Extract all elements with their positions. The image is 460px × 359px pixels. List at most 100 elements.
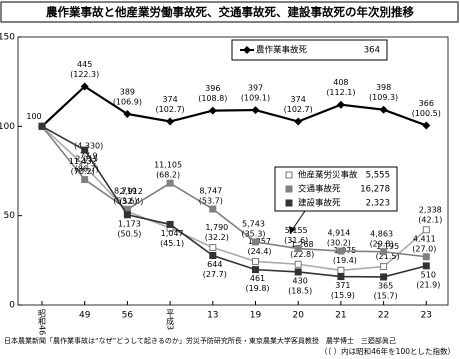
point	[422, 226, 430, 234]
legend-arrow	[291, 210, 306, 231]
y-tick-label: 100	[0, 122, 15, 132]
value-label: (52.4)	[119, 197, 143, 206]
value-label: (30.2)	[327, 239, 351, 248]
count-label: 2,912	[120, 187, 143, 196]
value-label: (53.6)	[113, 197, 137, 206]
legend-marker	[285, 199, 293, 207]
point	[81, 162, 89, 170]
value-label: (70.2)	[71, 167, 95, 176]
point	[294, 268, 302, 276]
x-tick-label: 56	[122, 311, 134, 321]
series-line	[41, 125, 427, 278]
x-tick-label: 19	[250, 311, 262, 321]
value-label: (50.5)	[117, 229, 141, 238]
count-label: 430	[293, 276, 308, 285]
value-label: (109.3)	[369, 93, 398, 102]
count-label: 445	[77, 60, 92, 69]
point	[81, 176, 89, 184]
count-label: 4,863	[370, 229, 393, 238]
series-line	[41, 85, 427, 128]
series-line	[41, 125, 427, 272]
legend-value: 16,278	[360, 185, 390, 195]
value-label: (68.2)	[156, 171, 180, 180]
value-label: (27.7)	[203, 270, 227, 279]
legend-marker	[285, 171, 293, 179]
point	[123, 110, 132, 119]
point	[337, 273, 345, 281]
legend-label: 建設事故死	[298, 198, 341, 209]
chart-title: 農作業事故と他産業労働事故死、交通事故死、建設事故死の年次別推移	[46, 5, 414, 19]
count-label: 461	[250, 274, 265, 283]
count-label: 4,914	[327, 229, 350, 238]
value-label: (53.7)	[199, 197, 223, 206]
y-tick-label: 150	[0, 33, 15, 43]
value-label: (86.7)	[75, 165, 99, 174]
point	[209, 252, 217, 260]
series-line	[41, 125, 427, 258]
value-label: (21.9)	[416, 280, 440, 289]
count-label: 11,105	[154, 161, 182, 170]
point	[294, 245, 302, 253]
point	[337, 247, 345, 255]
y-tick-label: 50	[4, 211, 16, 221]
count-label: 1,357	[248, 237, 271, 246]
point	[252, 238, 259, 246]
point	[422, 253, 430, 261]
count-label: 5,155	[285, 226, 308, 235]
point	[380, 273, 388, 281]
legend-value: 364	[364, 46, 380, 56]
plot-frame	[17, 36, 449, 306]
count-label: (4,330)	[74, 141, 103, 150]
legend-marker	[285, 185, 293, 193]
value-label: (100.5)	[412, 109, 441, 118]
point	[80, 82, 89, 91]
value-label: (22.8)	[290, 250, 314, 259]
point	[252, 266, 259, 274]
point	[379, 105, 388, 114]
point	[422, 121, 431, 130]
value-label: (108.8)	[198, 94, 227, 103]
count-label: 510	[421, 270, 436, 279]
value-label: (102.7)	[156, 105, 185, 114]
value-label: (29.8)	[370, 239, 394, 248]
legend-label: 交通事故死	[298, 184, 341, 195]
count-label: 2,015	[75, 155, 98, 164]
value-label: (18.5)	[288, 286, 312, 295]
value-label: (42.1)	[418, 215, 442, 224]
x-tick-label: 平成3	[166, 309, 175, 330]
count-label: 11,432	[69, 157, 97, 166]
value-label: (112.1)	[326, 88, 355, 97]
x-tick-label: 20	[292, 311, 304, 321]
count-label: 8,719	[114, 187, 137, 196]
value-label: (15.9)	[331, 291, 355, 300]
count-label: 389	[120, 88, 135, 97]
legend-marker	[243, 46, 251, 54]
value-label: (19.8)	[245, 284, 269, 293]
count-label: 1,173	[118, 219, 141, 228]
point	[123, 211, 131, 219]
count-label: 1,195	[376, 242, 399, 251]
count-label: 1,268	[291, 240, 314, 249]
count-label: 374	[291, 95, 306, 104]
legend-box	[231, 39, 388, 61]
point	[166, 220, 174, 228]
value-label: (122.3)	[70, 70, 99, 79]
value-label: (106.9)	[113, 98, 142, 107]
point	[380, 263, 388, 271]
point	[294, 260, 302, 268]
point	[251, 106, 260, 115]
count-label: 1,047	[161, 229, 184, 238]
count-label: 644	[207, 260, 222, 269]
point	[81, 146, 89, 154]
value-label: (35.3)	[241, 229, 265, 238]
x-tick-label: 22	[378, 311, 389, 321]
legend-label: 農作業事故死	[256, 45, 308, 56]
count-label: 374	[162, 95, 177, 104]
count-label: 371	[335, 281, 350, 290]
title-box	[0, 1, 459, 23]
source: 日本農業新聞「農作業事故は“なぜ”どうして起きるのか」労災予防研究所長・東京農業…	[4, 336, 396, 345]
legend-value: 5,555	[366, 171, 390, 181]
point	[422, 262, 430, 270]
value-label: (102.7)	[284, 105, 313, 114]
point	[166, 179, 174, 187]
